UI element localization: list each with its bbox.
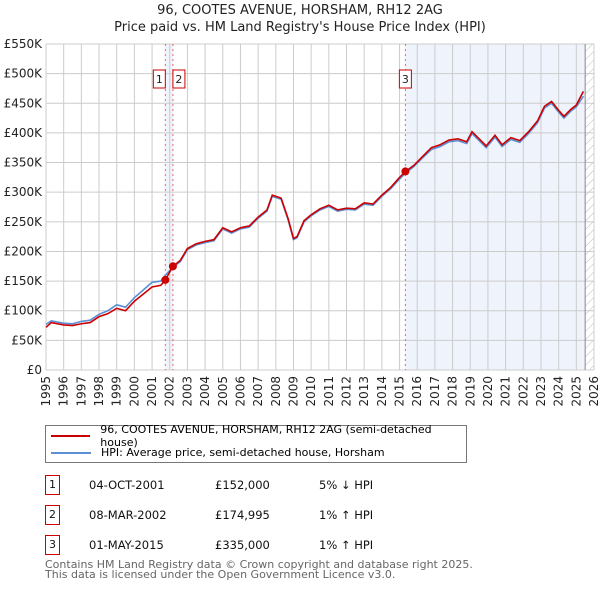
sale-date: 01-MAY-2015	[89, 538, 164, 552]
y-tick-label: £150K	[4, 274, 44, 288]
y-tick-label: £300K	[4, 185, 44, 199]
legend: 96, COOTES AVENUE, HORSHAM, RH12 2AG (se…	[45, 422, 467, 463]
price-chart: 1995 1996 1997 1998 1999 2000 2001 2002 2003 2004…	[4, 37, 600, 407]
sale-row: 1 04-OCT-2001 £152,000 5% ↓ HPI	[45, 475, 465, 495]
footer: Contains HM Land Registry data © Crown c…	[45, 558, 473, 581]
x-tick-label: 2012	[340, 376, 354, 407]
sale-date: 04-OCT-2001	[89, 478, 165, 492]
x-tick-label: 2000	[127, 376, 141, 407]
x-tick-label: 2020	[481, 376, 495, 407]
footer-line-2: This data is licensed under the Open Gov…	[45, 568, 396, 581]
x-tick-label: 2022	[516, 376, 530, 407]
y-tick-label: £500K	[4, 67, 44, 81]
sale-label-box	[172, 69, 186, 89]
y-tick-label: £200K	[4, 244, 44, 258]
sale-label: 3	[402, 73, 409, 86]
y-tick-label: £250K	[4, 215, 44, 229]
y-tick-label: £550K	[4, 37, 44, 51]
legend-swatch-property	[51, 434, 91, 437]
x-tick-label: 2014	[375, 376, 389, 407]
x-tick-label: 2001	[145, 376, 159, 407]
x-tick-label: 2026	[587, 376, 600, 407]
chart-title: 96, COOTES AVENUE, HORSHAM, RH12 2AG	[157, 3, 443, 18]
x-tick-label: 1997	[74, 376, 88, 407]
y-tick-label: £450K	[4, 96, 44, 110]
sale-hpi-diff: 5% ↓ HPI	[319, 478, 374, 492]
sale-price: £152,000	[215, 478, 270, 492]
sale-price: £335,000	[215, 538, 270, 552]
property-line	[45, 91, 585, 328]
x-tick-label: 2004	[198, 376, 212, 407]
x-tick-label: 2006	[233, 376, 247, 407]
x-tick-label: 2002	[163, 376, 177, 407]
legend-swatch-hpi	[51, 451, 91, 454]
x-tick-label: 2025	[569, 376, 583, 407]
legend-label-property: 96, COOTES AVENUE, HORSHAM, RH12 2AG (se…	[100, 422, 432, 449]
sale-point	[401, 167, 410, 176]
sale-point	[168, 262, 177, 271]
y-tick-label: £0	[27, 363, 42, 377]
sale-label-box	[398, 69, 412, 89]
y-tick-label: £400K	[4, 126, 44, 140]
chart-subtitle: Price paid vs. HM Land Registry's House …	[114, 20, 486, 35]
x-tick-label: 2024	[552, 376, 566, 407]
x-tick-label: 2011	[322, 376, 336, 407]
footer-line-1: Contains HM Land Registry data © Crown c…	[45, 558, 473, 571]
x-tick-label: 2007	[251, 376, 265, 407]
sale-hpi-diff: 1% ↑ HPI	[319, 508, 374, 522]
x-tick-label: 2017	[428, 376, 442, 407]
x-tick-label: 1996	[57, 376, 71, 407]
x-tick-label: 2009	[286, 376, 300, 407]
x-tick-label: 2021	[499, 376, 513, 407]
sale-row: 3 01-MAY-2015 £335,000 1% ↑ HPI	[45, 535, 465, 555]
x-tick-label: 2008	[269, 376, 283, 407]
x-tick-label: 1998	[92, 376, 106, 407]
x-tick-label: 2015	[393, 376, 407, 407]
x-tick-label: 2016	[410, 376, 424, 407]
sale-row: 2 08-MAR-2002 £174,995 1% ↑ HPI	[45, 505, 465, 525]
sale-label: 2	[175, 73, 182, 86]
x-tick-label: 2023	[534, 376, 548, 407]
sale-date: 08-MAR-2002	[89, 508, 167, 522]
sale-price: £174,995	[215, 508, 270, 522]
sale-hpi-diff: 1% ↑ HPI	[319, 538, 374, 552]
hpi-line	[45, 95, 585, 326]
legend-label-hpi: HPI: Average price, semi-detached house,…	[101, 446, 385, 459]
x-tick-label: 2018	[446, 376, 460, 407]
sale-label: 1	[156, 73, 163, 86]
x-tick-label: 1995	[39, 376, 53, 407]
x-tick-label: 2013	[357, 376, 371, 407]
x-tick-label: 2019	[463, 376, 477, 407]
sale-label-box	[152, 69, 166, 89]
x-tick-label: 2003	[180, 376, 194, 407]
forecast-hatch	[585, 44, 594, 370]
sale-number-box: 1	[45, 475, 60, 495]
sale-number-box: 3	[45, 535, 60, 555]
y-tick-label: £50K	[11, 333, 43, 347]
sale-point	[161, 275, 170, 284]
x-tick-label: 1999	[110, 376, 124, 407]
x-tick-label: 2010	[304, 376, 318, 407]
x-tick-label: 2005	[216, 376, 230, 407]
sale-shading	[165, 44, 173, 370]
sale-number-box: 2	[45, 505, 60, 525]
y-tick-label: £350K	[4, 156, 44, 170]
y-tick-label: £100K	[4, 304, 44, 318]
